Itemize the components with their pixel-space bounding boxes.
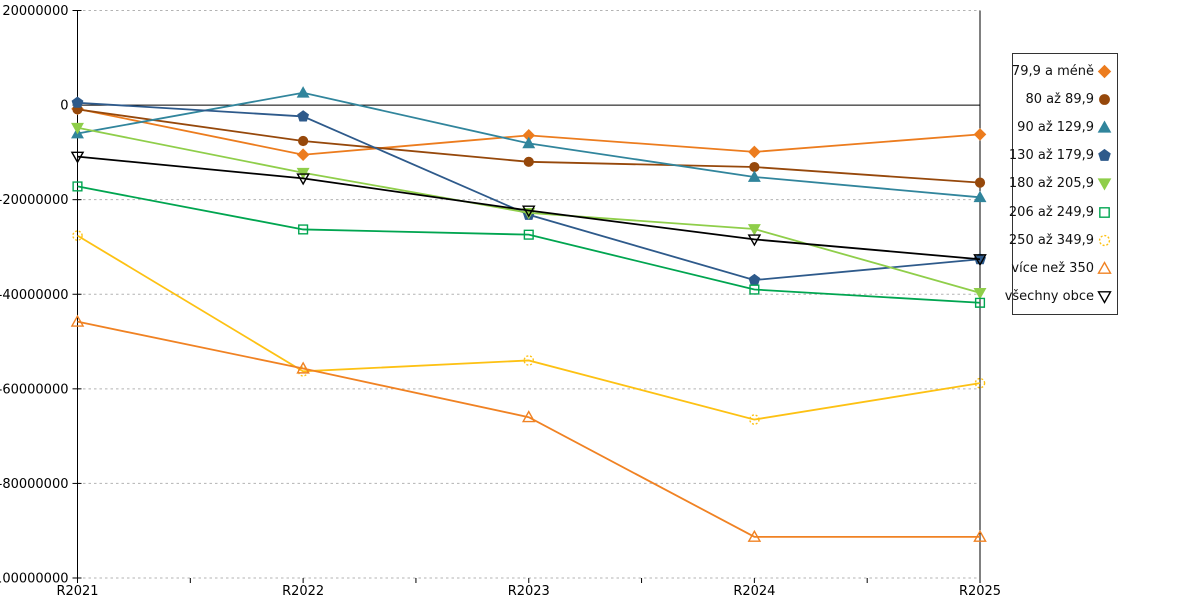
- data-point-marker: [298, 135, 309, 147]
- y-axis-tick-label: -100000000: [0, 572, 69, 587]
- data-point-marker: [521, 410, 536, 423]
- legend-marker-icon: [1097, 64, 1112, 79]
- legend-label: 130 až 179,9: [1008, 148, 1094, 164]
- data-point-marker: [296, 173, 310, 186]
- legend-item: 79,9 a méně: [1011, 57, 1117, 85]
- data-point-marker: [70, 314, 85, 327]
- data-point-marker: [748, 145, 761, 159]
- data-point-marker: [71, 96, 84, 108]
- legend-label: 206 až 249,9: [1008, 204, 1094, 220]
- series-2: [71, 86, 987, 203]
- data-point-marker: [1097, 178, 1112, 192]
- legend-item: 90 až 129,9: [1013, 114, 1117, 142]
- series-line: [77, 155, 981, 261]
- data-point-marker: [973, 529, 987, 542]
- legend-label: 79,9 a méně: [1011, 63, 1094, 79]
- legend-label: 180 až 205,9: [1008, 176, 1094, 192]
- data-point-marker: [70, 151, 85, 164]
- x-axis-tick-label: R2022: [282, 584, 324, 599]
- x-axis-tick-label: R2024: [733, 584, 775, 599]
- data-point-marker: [749, 284, 760, 295]
- legend-label: 80 až 89,9: [1025, 91, 1094, 107]
- series-5: [72, 181, 986, 308]
- x-axis-tick-label: R2025: [959, 584, 1001, 599]
- data-point-marker: [973, 254, 987, 267]
- legend-marker-icon: [1097, 261, 1112, 276]
- data-point-marker: [974, 297, 986, 308]
- x-axis-tick-label: R2023: [508, 584, 550, 599]
- data-point-marker: [1097, 261, 1112, 275]
- legend-item: 180 až 205,9: [1009, 170, 1117, 198]
- legend-label: 250 až 349,9: [1008, 232, 1094, 248]
- series-8: [70, 151, 987, 267]
- data-point-marker: [296, 86, 310, 98]
- data-point-marker: [749, 161, 760, 173]
- legend-item: 80 až 89,9: [1013, 85, 1117, 113]
- data-point-marker: [71, 122, 84, 135]
- data-point-marker: [298, 224, 309, 235]
- legend-marker-icon: [1097, 289, 1112, 305]
- data-point-marker: [1097, 64, 1112, 78]
- data-point-marker: [974, 377, 986, 389]
- y-axis-tick-label: -20000000: [0, 193, 69, 208]
- series-line: [77, 320, 980, 538]
- data-point-marker: [1098, 149, 1111, 162]
- data-point-marker: [748, 273, 761, 286]
- legend-label: všechny obce: [1004, 289, 1094, 305]
- data-point-marker: [522, 136, 536, 149]
- data-point-marker: [296, 361, 310, 374]
- data-point-marker: [523, 355, 535, 366]
- series-6: [72, 230, 986, 425]
- data-point-marker: [973, 287, 987, 300]
- axes: 20000000 0 -20000000 -40000000 -60000000 -800…: [0, 4, 1001, 599]
- data-point-marker: [1097, 120, 1112, 133]
- data-point-marker: [523, 156, 534, 167]
- legend-item: všechny obce: [1005, 283, 1117, 311]
- x-axis-tick-label: R2021: [56, 584, 98, 599]
- data-point-marker: [747, 224, 761, 236]
- series-1: [72, 104, 986, 188]
- data-point-marker: [1097, 291, 1112, 305]
- data-point-marker: [973, 190, 987, 203]
- series-line: [77, 234, 981, 421]
- data-point-marker: [974, 177, 986, 188]
- legend-marker-icon: [1097, 233, 1112, 248]
- y-axis-tick-label: -60000000: [0, 382, 69, 397]
- legend-item: 250 až 349,9: [1009, 226, 1117, 254]
- data-point-marker: [521, 205, 536, 218]
- legend-item: více než 350: [1011, 255, 1117, 283]
- data-point-marker: [747, 529, 762, 542]
- data-point-marker: [72, 181, 83, 192]
- data-point-marker: [747, 170, 761, 182]
- data-point-marker: [297, 110, 310, 122]
- chart-legend: 79,9 a méně 80 až 89,9 90 až 129,9 130 a…: [1005, 53, 1118, 315]
- data-point-marker: [1099, 93, 1110, 105]
- legend-marker-icon: [1097, 120, 1112, 135]
- series-line: [77, 185, 981, 304]
- data-point-marker: [72, 230, 83, 241]
- data-point-marker: [523, 229, 534, 240]
- data-point-marker: [747, 234, 762, 247]
- legend-marker-icon: [1097, 148, 1112, 163]
- data-point-marker: [296, 148, 310, 162]
- legend-item: 206 až 249,9: [1009, 198, 1117, 226]
- data-point-marker: [1099, 206, 1110, 218]
- legend-marker-icon: [1097, 176, 1112, 192]
- series-7: [70, 314, 987, 542]
- y-axis-tick-label: 0: [60, 99, 68, 114]
- y-axis-tick-label: -80000000: [0, 477, 69, 492]
- data-point-marker: [1098, 234, 1111, 247]
- legend-label: 90 až 129,9: [1017, 120, 1094, 136]
- data-point-marker: [973, 128, 987, 141]
- legend-marker-icon: [1097, 205, 1112, 220]
- y-axis-tick-label: 20000000: [2, 4, 68, 19]
- series-0: [71, 102, 987, 162]
- legend-item: 130 až 179,9: [1009, 142, 1117, 170]
- y-axis-tick-label: -40000000: [0, 288, 69, 303]
- data-point-marker: [749, 414, 760, 425]
- legend-label: více než 350: [1011, 261, 1094, 277]
- legend-marker-icon: [1097, 92, 1112, 107]
